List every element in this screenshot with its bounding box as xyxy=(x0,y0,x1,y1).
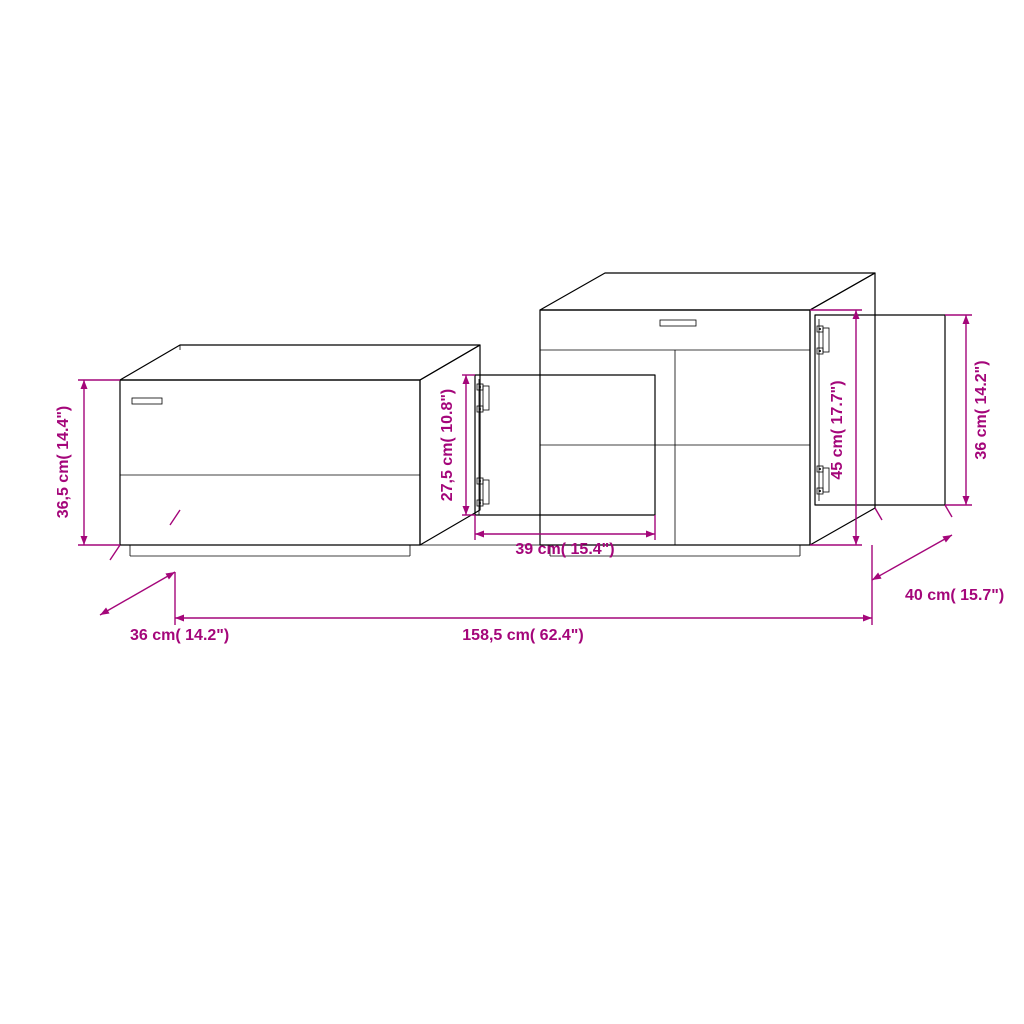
dim-height-left: 36,5 cm( 14.4") xyxy=(55,406,72,519)
dim-total-width: 158,5 cm( 62.4") xyxy=(462,627,583,644)
dim-door-right-height: 36 cm( 14.2") xyxy=(973,360,990,459)
dim-door-width: 39 cm( 15.4") xyxy=(515,541,614,558)
dim-depth-left: 36 cm( 14.2") xyxy=(130,627,229,644)
furniture-dimension-diagram: 36,5 cm( 14.4") 36 cm( 14.2") 158,5 cm( 62… xyxy=(0,0,1024,1024)
dim-cab-height: 45 cm( 17.7") xyxy=(829,380,846,479)
left-cabinet xyxy=(120,345,480,556)
dim-door-height: 27,5 cm( 10.8") xyxy=(439,389,456,502)
dim-depth-right: 40 cm( 15.7") xyxy=(905,587,1004,604)
